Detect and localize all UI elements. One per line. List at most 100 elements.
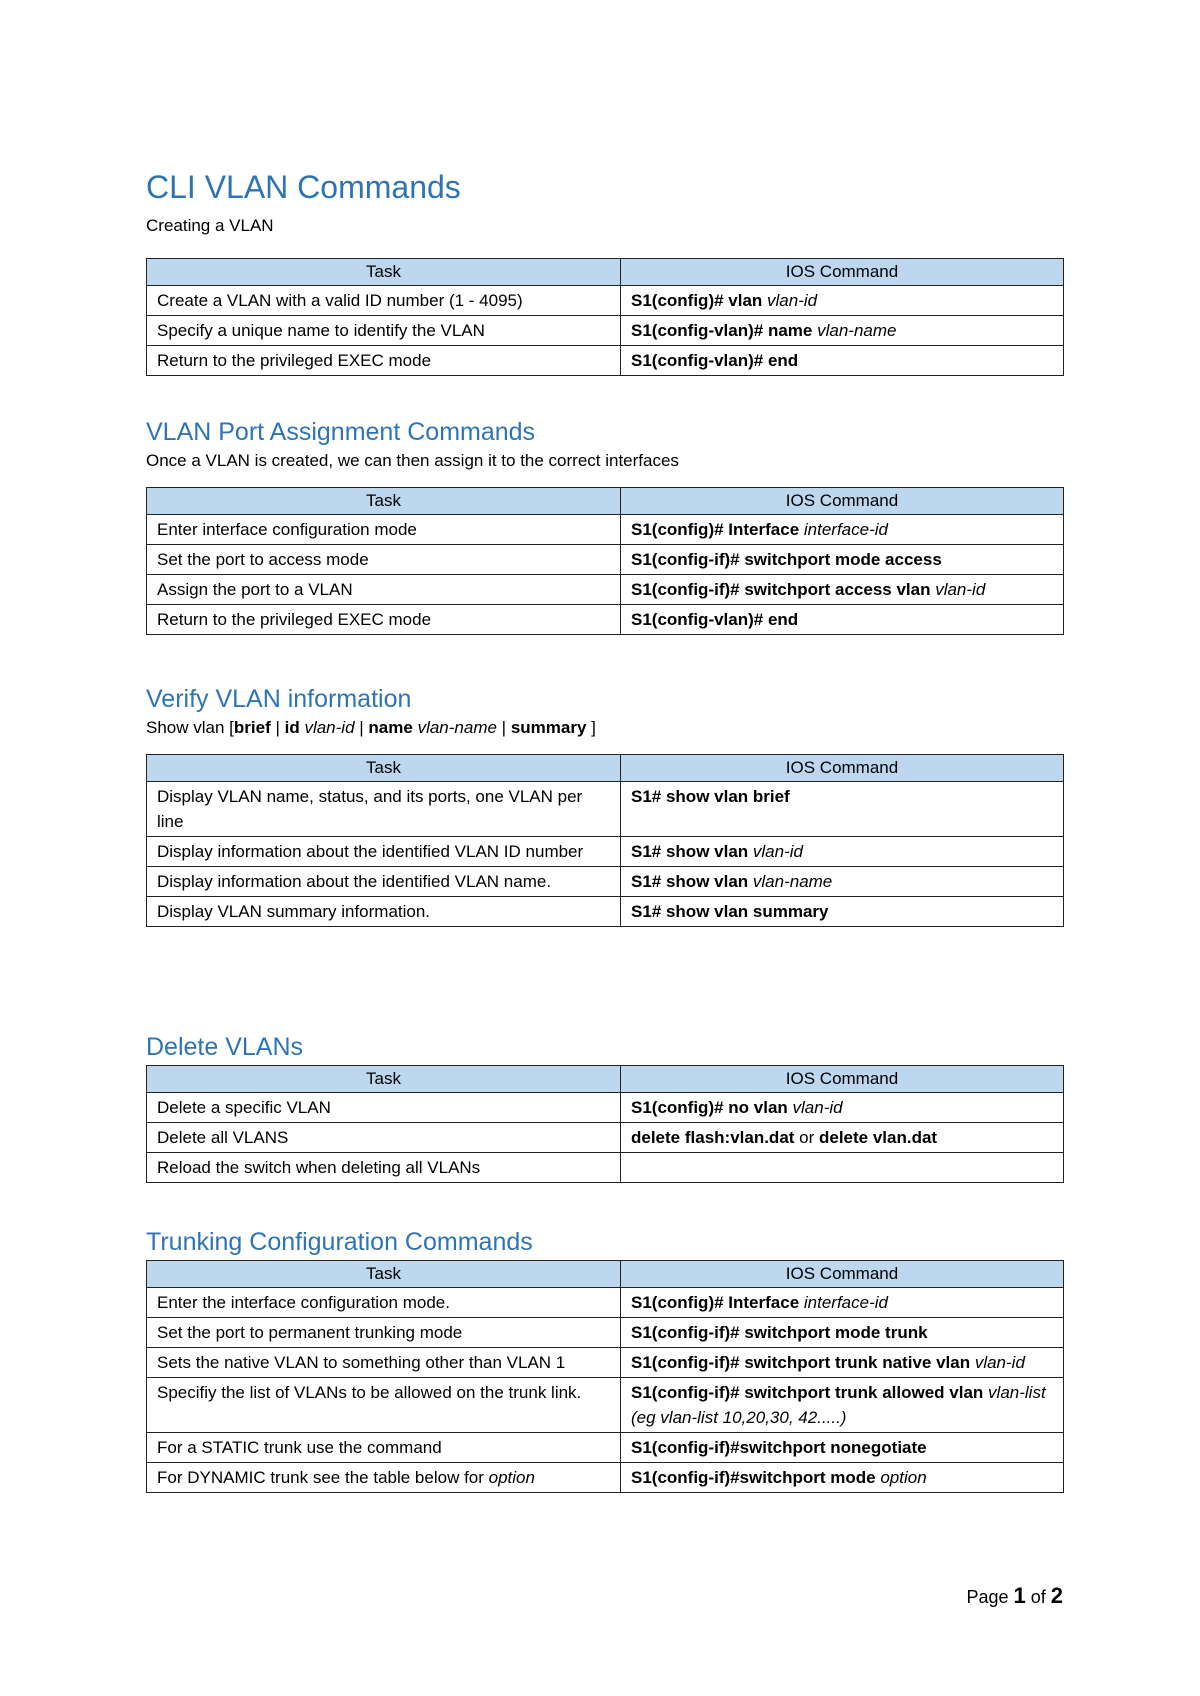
- text-run: Create a VLAN with a valid ID number (1 …: [157, 291, 523, 310]
- current-page: 1: [1013, 1583, 1026, 1608]
- text-run: vlan-id: [792, 1098, 843, 1117]
- command-table: Task IOS Command Display VLAN name, status…: [146, 754, 1064, 927]
- text-run: S1(config-if)#switchport nonegotiate: [631, 1438, 927, 1457]
- text-run: S1(config-if)# switchport mode trunk: [631, 1323, 928, 1342]
- table-row: Specify a unique name to identify the VL…: [146, 315, 1064, 346]
- section-port-assignment: VLAN Port Assignment Commands Once a VLAN…: [146, 417, 1064, 635]
- text-run: For DYNAMIC trunk see the table below fo…: [157, 1468, 489, 1487]
- text-run: Creating a VLAN: [146, 216, 274, 235]
- text-run: summary: [510, 718, 587, 737]
- text-run: S1(config-vlan)# end: [631, 351, 799, 370]
- text-run: vlan-id: [935, 580, 986, 599]
- command-cell: S1(config-if)# switchport trunk native v…: [620, 1347, 1064, 1378]
- text-run: S1# show vlan brief: [631, 787, 790, 806]
- text-run: Specify a unique name to identify the VL…: [157, 321, 485, 340]
- page-title: CLI VLAN Commands: [146, 169, 461, 205]
- table-header-row: Task IOS Command: [146, 754, 1064, 782]
- text-run: brief: [233, 718, 271, 737]
- text-run: vlan-name: [752, 872, 833, 891]
- text-run: vlan-id: [304, 718, 355, 737]
- text-run: or: [794, 1128, 819, 1147]
- table-row: Sets the native VLAN to something other …: [146, 1347, 1064, 1378]
- text-run: ]: [586, 718, 596, 737]
- task-cell: Create a VLAN with a valid ID number (1 …: [146, 285, 621, 316]
- command-cell: S1(config-if)# switchport mode trunk: [620, 1317, 1064, 1348]
- text-run: S1(config-vlan)# end: [631, 610, 799, 629]
- table-row: Specifiy the list of VLANs to be allowed…: [146, 1377, 1064, 1433]
- header-ios-command: IOS Command: [620, 258, 1064, 286]
- section-heading: Verify VLAN information: [146, 685, 412, 713]
- of-label: of: [1025, 1587, 1051, 1607]
- table-row: Return to the privileged EXEC mode S1(con…: [146, 604, 1064, 635]
- section-subtitle: Show vlan [brief | id vlan-id | name vla…: [146, 716, 1063, 740]
- task-cell: Set the port to permanent trunking mode: [146, 1317, 621, 1348]
- header-task: Task: [146, 258, 621, 286]
- text-run: vlan-id: [752, 842, 803, 861]
- header-ios-command: IOS Command: [620, 1260, 1064, 1288]
- table-row: For a STATIC trunk use the command S1(con…: [146, 1432, 1064, 1463]
- text-run: Delete a specific VLAN: [157, 1098, 331, 1117]
- text-run: interface-id: [803, 520, 888, 539]
- table-header-row: Task IOS Command: [146, 1065, 1064, 1093]
- command-table: Task IOS Command Create a VLAN with a vali…: [146, 258, 1064, 376]
- header-ios-command: IOS Command: [620, 754, 1064, 782]
- section-subtitle: Once a VLAN is created, we can then assi…: [146, 449, 1063, 473]
- task-cell: Delete all VLANS: [146, 1122, 621, 1153]
- command-cell: S1(config)# Interface interface-id: [620, 514, 1064, 545]
- table-header-row: Task IOS Command: [146, 487, 1064, 515]
- section-trunking: Trunking Configuration Commands Task IOS C…: [146, 1227, 1064, 1493]
- table-row: Assign the port to a VLAN S1(config-if)# …: [146, 574, 1064, 605]
- text-run: S1(config)# Interface: [631, 1293, 804, 1312]
- table-row: Display information about the identified…: [146, 836, 1064, 867]
- text-run: Assign the port to a VLAN: [157, 580, 353, 599]
- task-cell: Display VLAN summary information.: [146, 896, 621, 927]
- text-run: Display information about the identified…: [157, 872, 552, 891]
- text-run: Display information about the identified…: [157, 842, 584, 861]
- text-run: Display VLAN summary information.: [157, 902, 431, 921]
- section-verify-vlan: Verify VLAN information Show vlan [brief …: [146, 684, 1064, 927]
- table-row: Display VLAN summary information. S1# sho…: [146, 896, 1064, 927]
- table-row: Display VLAN name, status, and its ports…: [146, 781, 1064, 837]
- header-ios-command: IOS Command: [620, 487, 1064, 515]
- command-cell: S1(config-if)# switchport trunk allowed …: [620, 1377, 1064, 1433]
- table-row: Set the port to permanent trunking mode S…: [146, 1317, 1064, 1348]
- text-run: Specifiy the list of VLANs to be allowed…: [157, 1383, 582, 1402]
- table-row: Delete all VLANS delete flash:vlan.dat or…: [146, 1122, 1064, 1153]
- text-run: |: [496, 718, 511, 737]
- table-row: Enter the interface configuration mode. S…: [146, 1287, 1064, 1318]
- text-run: Display VLAN name, status, and its ports…: [157, 787, 583, 831]
- task-cell: For a STATIC trunk use the command: [146, 1432, 621, 1463]
- text-run: delete flash:vlan.dat: [631, 1128, 795, 1147]
- text-run: S1(config-if)# switchport trunk allowed …: [631, 1383, 989, 1402]
- text-run: S1# show vlan summary: [631, 902, 829, 921]
- command-cell: S1# show vlan summary: [620, 896, 1064, 927]
- task-cell: Display VLAN name, status, and its ports…: [146, 781, 621, 837]
- section-subtitle: Creating a VLAN: [146, 214, 1063, 238]
- text-run: option: [488, 1468, 535, 1487]
- command-table: Task IOS Command Enter the interface confi…: [146, 1260, 1064, 1493]
- command-cell: S1(config-if)#switchport mode option: [620, 1462, 1064, 1493]
- table-row: Create a VLAN with a valid ID number (1 …: [146, 285, 1064, 316]
- text-run: S1(config-vlan)# name: [631, 321, 818, 340]
- table-header-row: Task IOS Command: [146, 1260, 1064, 1288]
- command-cell: S1(config-if)#switchport nonegotiate: [620, 1432, 1064, 1463]
- command-cell: S1(config-if)# switchport access vlan vl…: [620, 574, 1064, 605]
- table-row: Display information about the identified…: [146, 866, 1064, 897]
- text-run: Reload the switch when deleting all VLAN…: [157, 1158, 481, 1177]
- task-cell: Enter the interface configuration mode.: [146, 1287, 621, 1318]
- text-run: |: [270, 718, 285, 737]
- text-run: vlan-name: [417, 718, 497, 737]
- task-cell: Display information about the identified…: [146, 836, 621, 867]
- text-run: S1(config-if)# switchport mode access: [631, 550, 942, 569]
- text-run: Once a VLAN is created, we can then assi…: [146, 451, 679, 470]
- text-run: S1(config-if)# switchport trunk native v…: [631, 1353, 975, 1372]
- text-run: name: [368, 718, 413, 737]
- command-cell: S1(config-vlan)# name vlan-name: [620, 315, 1064, 346]
- table-row: Set the port to access mode S1(config-if)…: [146, 544, 1064, 575]
- table-row: Return to the privileged EXEC mode S1(con…: [146, 345, 1064, 376]
- text-run: Return to the privileged EXEC mode: [157, 610, 432, 629]
- command-cell: S1(config)# no vlan vlan-id: [620, 1092, 1064, 1123]
- total-pages: 2: [1050, 1583, 1063, 1608]
- table-row: Enter interface configuration mode S1(con…: [146, 514, 1064, 545]
- page-label: Page: [966, 1587, 1014, 1607]
